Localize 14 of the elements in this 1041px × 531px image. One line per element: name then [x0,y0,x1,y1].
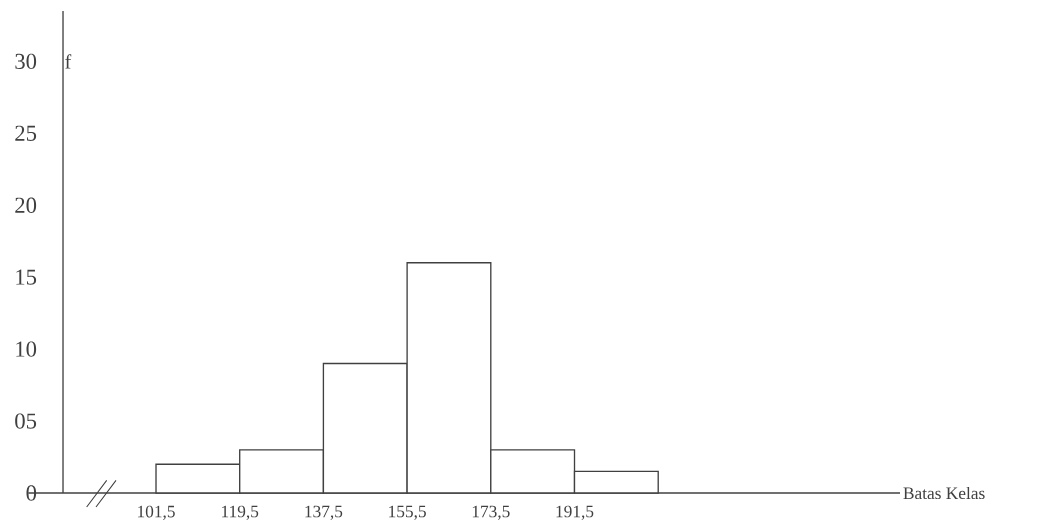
x-tick-label: 137,5 [305,505,343,520]
y-tick-label: 05 [15,413,37,429]
y-tick-label: 25 [15,125,37,141]
y-tick-label: 30 [15,53,37,70]
x-tick-label: 173,5 [472,505,510,520]
x-tick-label: 101,5 [138,505,175,520]
x-tick-label: 191,5 [556,505,594,520]
y-tick-label: 20 [15,197,37,213]
y-axis-title: f [65,54,72,69]
x-tick-label: 119,5 [222,505,259,520]
x-axis-title: Batas Kelas [903,486,985,500]
y-tick-label: 10 [16,341,37,357]
x-tick-label: 155,5 [389,505,426,520]
y-tick-label: 15 [16,269,37,285]
